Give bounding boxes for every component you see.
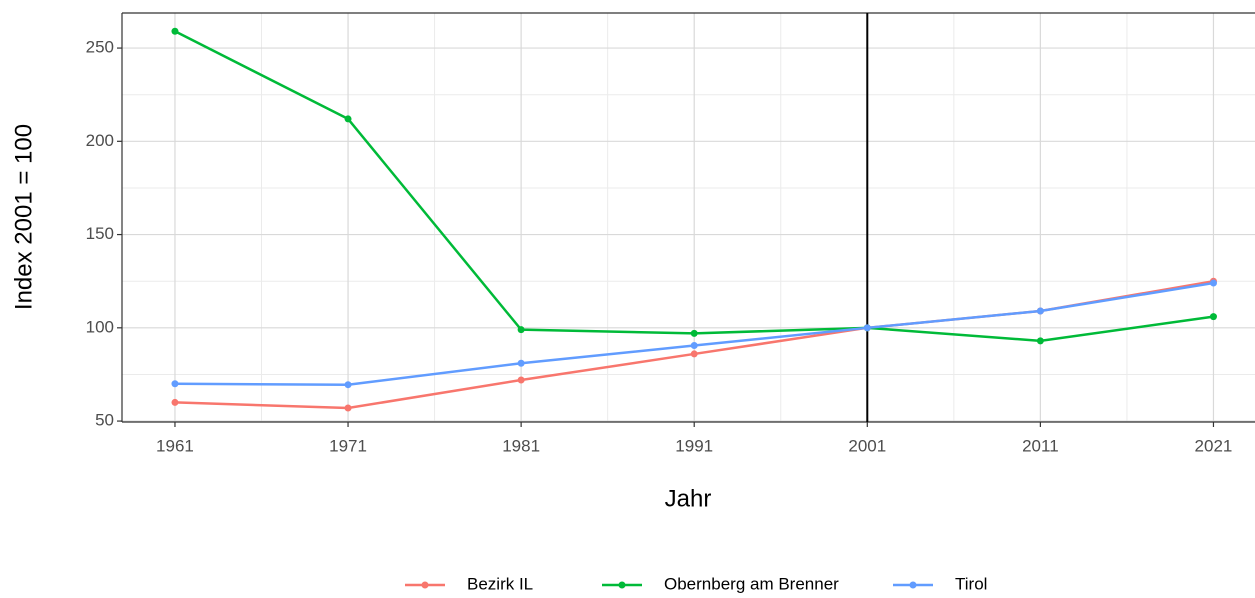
legend-label: Bezirk IL (467, 574, 533, 593)
series-point (171, 27, 179, 35)
x-tick-label: 1991 (675, 436, 713, 455)
series-point (1209, 279, 1217, 287)
series-point (690, 329, 698, 337)
series-point (344, 381, 352, 389)
series-point (1036, 307, 1044, 315)
y-tick-label: 50 (95, 411, 114, 430)
x-tick-label: 1961 (156, 436, 194, 455)
series-point (1036, 337, 1044, 345)
x-tick-label: 2001 (848, 436, 886, 455)
legend-label: Obernberg am Brenner (664, 574, 839, 593)
y-tick-label: 150 (86, 224, 114, 243)
series-point (863, 324, 871, 332)
series-point (344, 404, 352, 412)
x-tick-label: 1971 (329, 436, 367, 455)
x-tick-label: 1981 (502, 436, 540, 455)
x-tick-label: 2021 (1195, 436, 1233, 455)
x-tick-label: 2011 (1022, 436, 1059, 455)
x-axis-title: Jahr (665, 485, 712, 512)
y-tick-label: 200 (86, 131, 114, 150)
y-tick-label: 250 (86, 38, 114, 57)
series-point (1209, 313, 1217, 321)
legend-point (909, 581, 917, 589)
series-point (517, 359, 525, 367)
legend-point (421, 581, 429, 589)
y-axis-title: Index 2001 = 100 (10, 124, 37, 310)
series-point (517, 376, 525, 384)
series-point (690, 342, 698, 350)
legend-label: Tirol (955, 574, 987, 593)
legend-point (618, 581, 626, 589)
series-point (344, 115, 352, 123)
y-tick-label: 100 (86, 317, 114, 336)
series-point (171, 380, 179, 388)
series-point (690, 350, 698, 358)
series-point (517, 326, 525, 334)
series-point (171, 398, 179, 406)
